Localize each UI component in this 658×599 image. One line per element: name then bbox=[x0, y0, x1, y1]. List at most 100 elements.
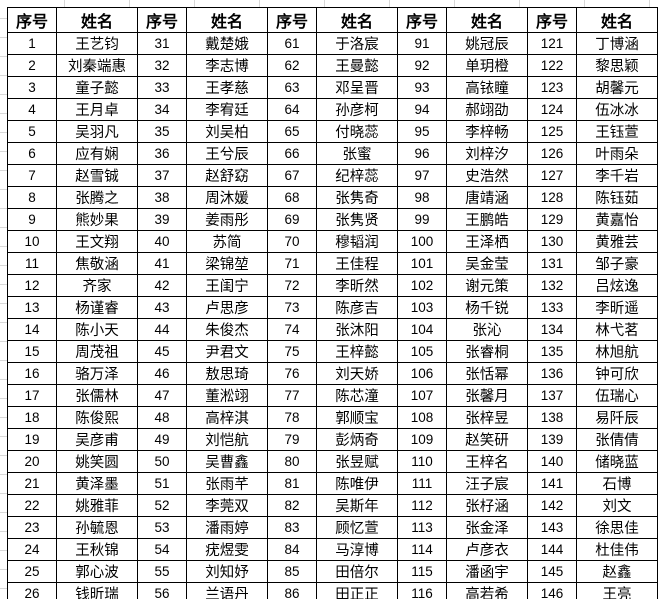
name-cell[interactable]: 齐家 bbox=[56, 274, 138, 297]
name-cell[interactable]: 张沐阳 bbox=[316, 318, 398, 341]
serial-cell[interactable]: 145 bbox=[527, 560, 577, 583]
serial-cell[interactable]: 10 bbox=[7, 230, 57, 253]
serial-cell[interactable]: 138 bbox=[527, 406, 577, 429]
name-cell[interactable]: 林弋茗 bbox=[576, 318, 658, 341]
serial-cell[interactable]: 35 bbox=[137, 120, 187, 143]
name-cell[interactable]: 邹子豪 bbox=[576, 252, 658, 275]
name-cell[interactable]: 王佳程 bbox=[316, 252, 398, 275]
serial-cell[interactable]: 113 bbox=[397, 516, 447, 539]
name-cell[interactable]: 疣煜雯 bbox=[186, 538, 268, 561]
name-cell[interactable]: 张倩倩 bbox=[576, 428, 658, 451]
serial-cell[interactable]: 106 bbox=[397, 362, 447, 385]
serial-cell[interactable]: 47 bbox=[137, 384, 187, 407]
name-cell[interactable]: 张金泽 bbox=[446, 516, 528, 539]
name-cell[interactable]: 姜雨彤 bbox=[186, 208, 268, 231]
name-cell[interactable]: 应有娴 bbox=[56, 142, 138, 165]
name-cell[interactable]: 刘知妤 bbox=[186, 560, 268, 583]
serial-cell[interactable]: 13 bbox=[7, 296, 57, 319]
serial-cell[interactable]: 146 bbox=[527, 582, 577, 599]
name-cell[interactable]: 苏简 bbox=[186, 230, 268, 253]
serial-cell[interactable]: 101 bbox=[397, 252, 447, 275]
serial-cell[interactable]: 43 bbox=[137, 296, 187, 319]
name-cell[interactable]: 戴楚娥 bbox=[186, 32, 268, 55]
serial-cell[interactable]: 40 bbox=[137, 230, 187, 253]
name-cell[interactable]: 王月卓 bbox=[56, 98, 138, 121]
name-cell[interactable]: 尹君文 bbox=[186, 340, 268, 363]
serial-cell[interactable]: 32 bbox=[137, 54, 187, 77]
serial-cell[interactable]: 104 bbox=[397, 318, 447, 341]
serial-cell[interactable]: 122 bbox=[527, 54, 577, 77]
name-cell[interactable]: 李昕然 bbox=[316, 274, 398, 297]
name-cell[interactable]: 叶雨朵 bbox=[576, 142, 658, 165]
name-cell[interactable]: 邓呈晋 bbox=[316, 76, 398, 99]
serial-cell[interactable]: 4 bbox=[7, 98, 57, 121]
serial-cell[interactable]: 49 bbox=[137, 428, 187, 451]
name-cell[interactable]: 高梓淇 bbox=[186, 406, 268, 429]
serial-cell[interactable]: 67 bbox=[267, 164, 317, 187]
name-cell[interactable]: 赵雪铖 bbox=[56, 164, 138, 187]
name-cell[interactable]: 李千岩 bbox=[576, 164, 658, 187]
serial-cell[interactable]: 112 bbox=[397, 494, 447, 517]
name-cell[interactable]: 高若希 bbox=[446, 582, 528, 599]
name-cell[interactable]: 赵笑研 bbox=[446, 428, 528, 451]
serial-cell[interactable]: 77 bbox=[267, 384, 317, 407]
serial-cell[interactable]: 133 bbox=[527, 296, 577, 319]
serial-cell[interactable]: 134 bbox=[527, 318, 577, 341]
name-cell[interactable]: 王泽栖 bbox=[446, 230, 528, 253]
name-cell[interactable]: 杨谨睿 bbox=[56, 296, 138, 319]
name-cell[interactable]: 周沐媛 bbox=[186, 186, 268, 209]
header-cell-index-4[interactable]: 序号 bbox=[397, 7, 447, 33]
serial-cell[interactable]: 68 bbox=[267, 186, 317, 209]
serial-cell[interactable]: 41 bbox=[137, 252, 187, 275]
name-cell[interactable]: 黄雅芸 bbox=[576, 230, 658, 253]
serial-cell[interactable]: 55 bbox=[137, 560, 187, 583]
name-cell[interactable]: 高铱瞳 bbox=[446, 76, 528, 99]
name-cell[interactable]: 于洛宸 bbox=[316, 32, 398, 55]
name-cell[interactable]: 张沁 bbox=[446, 318, 528, 341]
serial-cell[interactable]: 109 bbox=[397, 428, 447, 451]
serial-cell[interactable]: 46 bbox=[137, 362, 187, 385]
serial-cell[interactable]: 76 bbox=[267, 362, 317, 385]
name-cell[interactable]: 伍瑞心 bbox=[576, 384, 658, 407]
name-cell[interactable]: 黎思颖 bbox=[576, 54, 658, 77]
serial-cell[interactable]: 20 bbox=[7, 450, 57, 473]
name-cell[interactable]: 谢元策 bbox=[446, 274, 528, 297]
serial-cell[interactable]: 12 bbox=[7, 274, 57, 297]
serial-cell[interactable]: 83 bbox=[267, 516, 317, 539]
name-cell[interactable]: 付晓蕊 bbox=[316, 120, 398, 143]
name-cell[interactable]: 单玥橙 bbox=[446, 54, 528, 77]
serial-cell[interactable]: 25 bbox=[7, 560, 57, 583]
name-cell[interactable]: 郝翊劭 bbox=[446, 98, 528, 121]
name-cell[interactable]: 潘函宇 bbox=[446, 560, 528, 583]
name-cell[interactable]: 丁博涵 bbox=[576, 32, 658, 55]
serial-cell[interactable]: 125 bbox=[527, 120, 577, 143]
name-cell[interactable]: 李梓畅 bbox=[446, 120, 528, 143]
serial-cell[interactable]: 21 bbox=[7, 472, 57, 495]
serial-cell[interactable]: 123 bbox=[527, 76, 577, 99]
name-cell[interactable]: 伍冰冰 bbox=[576, 98, 658, 121]
serial-cell[interactable]: 19 bbox=[7, 428, 57, 451]
name-cell[interactable]: 李宥廷 bbox=[186, 98, 268, 121]
name-cell[interactable]: 潘雨婷 bbox=[186, 516, 268, 539]
name-cell[interactable]: 易阡辰 bbox=[576, 406, 658, 429]
name-cell[interactable]: 杨千锐 bbox=[446, 296, 528, 319]
serial-cell[interactable]: 50 bbox=[137, 450, 187, 473]
name-cell[interactable]: 史浩然 bbox=[446, 164, 528, 187]
name-cell[interactable]: 陈小天 bbox=[56, 318, 138, 341]
serial-cell[interactable]: 34 bbox=[137, 98, 187, 121]
serial-cell[interactable]: 137 bbox=[527, 384, 577, 407]
name-cell[interactable]: 穆韬润 bbox=[316, 230, 398, 253]
serial-cell[interactable]: 45 bbox=[137, 340, 187, 363]
name-cell[interactable]: 张睿桐 bbox=[446, 340, 528, 363]
serial-cell[interactable]: 18 bbox=[7, 406, 57, 429]
name-cell[interactable]: 张儒林 bbox=[56, 384, 138, 407]
name-cell[interactable]: 刘吴柏 bbox=[186, 120, 268, 143]
serial-cell[interactable]: 127 bbox=[527, 164, 577, 187]
name-cell[interactable]: 姚冠辰 bbox=[446, 32, 528, 55]
serial-cell[interactable]: 82 bbox=[267, 494, 317, 517]
serial-cell[interactable]: 9 bbox=[7, 208, 57, 231]
serial-cell[interactable]: 124 bbox=[527, 98, 577, 121]
serial-cell[interactable]: 91 bbox=[397, 32, 447, 55]
serial-cell[interactable]: 132 bbox=[527, 274, 577, 297]
serial-cell[interactable]: 14 bbox=[7, 318, 57, 341]
